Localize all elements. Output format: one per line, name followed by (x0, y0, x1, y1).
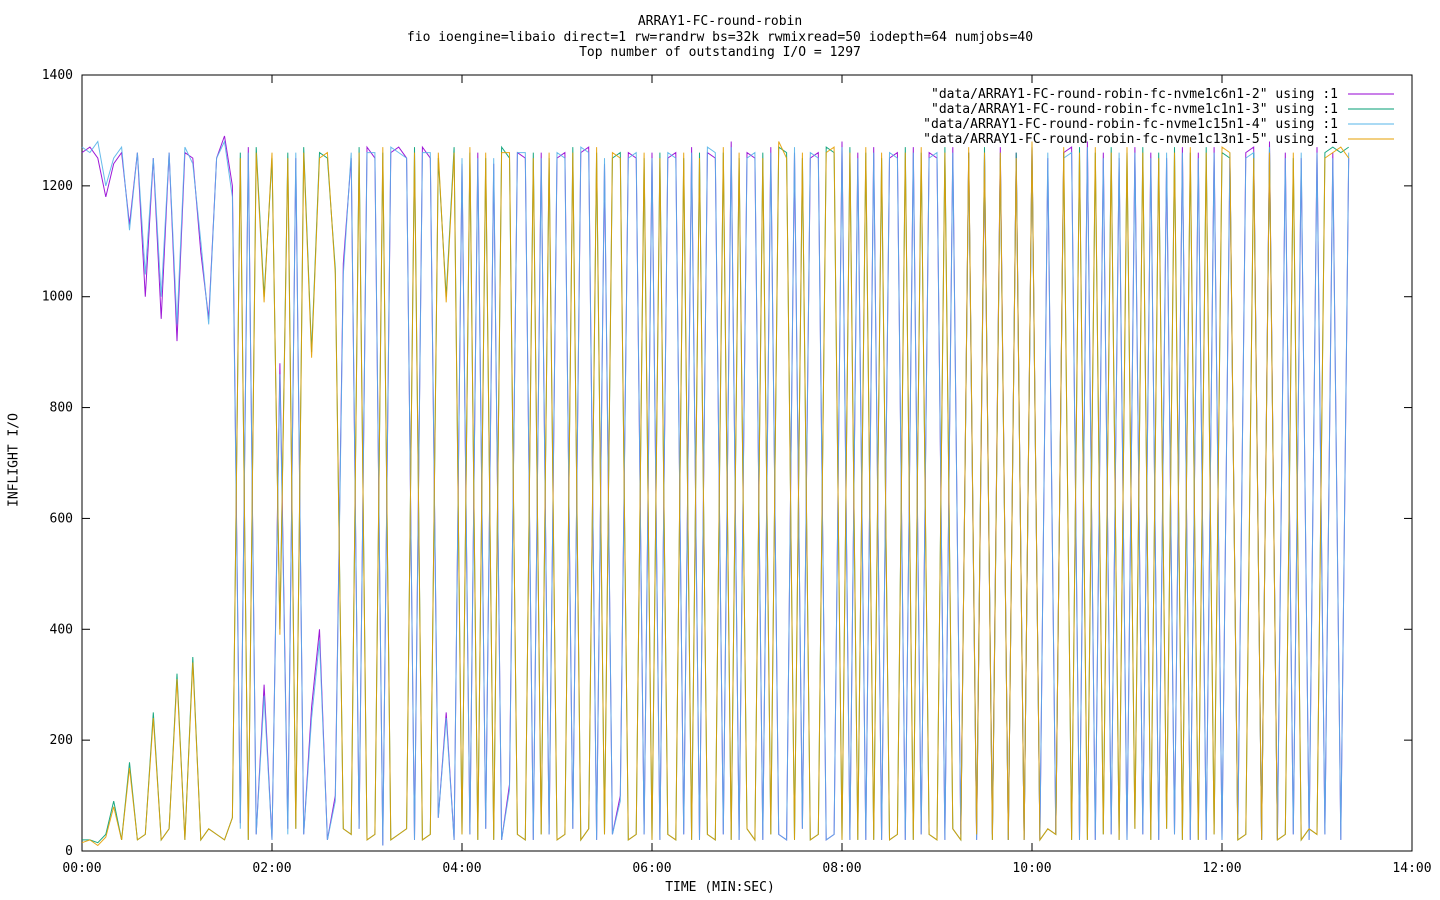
x-tick-label: 04:00 (442, 861, 481, 876)
legend-label-4: "data/ARRAY1-FC-round-robin-fc-nvme1c13n… (923, 132, 1338, 147)
chart-title: ARRAY1-FC-round-robin (637, 14, 803, 29)
series-line-3 (81, 139, 1350, 846)
series-line-1 (81, 135, 1350, 846)
plot-border (81, 74, 1413, 852)
y-tick-label: 1400 (42, 68, 73, 83)
y-tick-label: 600 (50, 511, 73, 526)
y-tick-label: 200 (50, 733, 73, 748)
x-tick-label: 06:00 (632, 861, 671, 876)
y-tick-label: 400 (50, 622, 73, 637)
x-tick-label: 12:00 (1202, 861, 1241, 876)
x-axis-label: TIME (MIN:SEC) (665, 880, 775, 895)
x-tick-label: 08:00 (822, 861, 861, 876)
series-line-2 (82, 145, 1349, 844)
legend-label-1: "data/ARRAY1-FC-round-robin-fc-nvme1c6n1… (931, 87, 1338, 102)
x-tick-label: 14:00 (1392, 861, 1431, 876)
x-tick-label: 00:00 (62, 861, 101, 876)
y-tick-label: 0 (65, 844, 73, 859)
chart-subtitle-2: Top number of outstanding I/O = 1297 (579, 45, 861, 60)
x-tick-label: 10:00 (1012, 861, 1051, 876)
y-axis-label: INFLIGHT I/O (6, 413, 22, 507)
y-tick-label: 1200 (42, 179, 73, 194)
y-tick-label: 1000 (42, 290, 73, 305)
legend-label-2: "data/ARRAY1-FC-round-robin-fc-nvme1c1n1… (931, 102, 1338, 117)
series-line-4 (81, 141, 1350, 847)
legend-label-3: "data/ARRAY1-FC-round-robin-fc-nvme1c15n… (923, 117, 1338, 132)
y-tick-label: 800 (50, 401, 73, 416)
chart-subtitle: fio ioengine=libaio direct=1 rw=randrw b… (406, 30, 1034, 45)
x-tick-label: 02:00 (252, 861, 291, 876)
